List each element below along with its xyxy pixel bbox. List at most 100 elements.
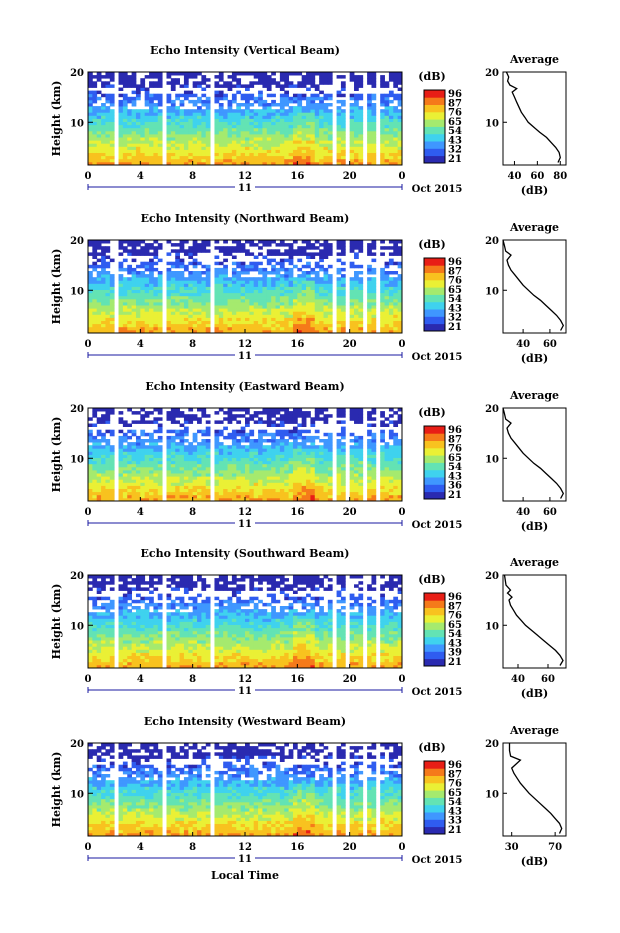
heat-cell [136,445,141,449]
heat-cell [341,305,346,309]
heat-cell [245,476,250,480]
heat-cell [337,94,342,98]
heat-cell [127,125,132,129]
heat-cell [119,470,124,474]
heat-cell [219,146,224,150]
heat-cell [358,417,363,421]
heat-cell [149,268,154,272]
heat-cell [175,94,180,98]
heat-cell [197,112,202,116]
y-axis-label: Height (km) [50,81,63,157]
heat-cell [328,451,333,455]
heat-cell [267,143,272,147]
heat-cell [271,420,276,424]
heat-cell [284,153,289,157]
heat-cell [284,433,289,437]
heat-cell [389,78,394,82]
heat-cell [105,467,110,471]
heat-cell [149,143,154,147]
heat-cell [389,159,394,163]
heat-cell [153,467,158,471]
heat-cell [367,128,372,132]
heat-cell [132,305,137,309]
heat-cell [92,287,97,291]
heat-cell [324,103,329,107]
heat-cell [306,489,311,493]
heat-cell [245,109,250,113]
heat-cell [188,324,193,328]
heat-cell [92,467,97,471]
heat-cell [201,495,206,499]
heat-cell [123,84,128,88]
heat-cell [276,308,281,312]
heat-cell [393,439,398,443]
heat-cell [350,112,355,116]
heat-cell [354,103,359,107]
heat-cell [175,442,180,446]
heat-cell [258,430,263,434]
heat-cell [171,159,176,163]
heat-cell [149,112,154,116]
heat-cell [245,125,250,129]
heat-cell [324,324,329,328]
heat-cell [193,128,198,132]
heat-cell [358,94,363,98]
heat-cell [310,451,315,455]
heat-cell [306,290,311,294]
heat-cell [341,75,346,79]
heat-cell [284,159,289,163]
heat-cell [101,122,106,126]
heat-cell [324,246,329,250]
heat-cell [284,78,289,82]
heat-cell [158,122,163,126]
heat-cell [127,455,132,459]
heat-cell [306,283,311,287]
heat-cell [136,293,141,297]
heat-cell [197,321,202,325]
heat-cell [149,252,154,256]
heat-cell [267,243,272,247]
heat-cell [167,318,172,322]
heat-cell [219,314,224,318]
heat-cell [101,318,106,322]
heat-cell [385,81,390,85]
heat-cell [228,408,233,412]
heat-cell [310,137,315,141]
heat-cell [271,296,276,300]
heat-cell [219,277,224,281]
heat-cell [241,137,246,141]
heat-cell [219,131,224,135]
heat-cell [132,143,137,147]
heat-cell [276,252,281,256]
heat-cell [184,299,189,303]
heat-cell [223,308,228,312]
heat-cell [175,324,180,328]
heat-cell [293,296,298,300]
heat-cell [153,464,158,468]
heat-cell [371,103,376,107]
heat-cell [276,296,281,300]
heat-cell [193,125,198,129]
heat-cell [219,455,224,459]
heat-cell [276,137,281,141]
heat-cell [206,311,211,315]
heat-cell [110,489,115,493]
heat-cell [389,252,394,256]
heat-cell [236,302,241,306]
heat-cell [188,283,193,287]
heat-cell [97,305,102,309]
heat-cell [393,311,398,315]
heat-cell [389,464,394,468]
heat-cell [341,492,346,496]
heat-cell [337,473,342,477]
heat-cell [92,479,97,483]
heat-cell [223,467,228,471]
heat-cell [258,109,263,113]
heat-cell [350,445,355,449]
heat-cell [101,265,106,269]
heat-cell [245,156,250,160]
heat-cell [153,476,158,480]
heat-cell [171,115,176,119]
heat-cell [153,115,158,119]
heat-cell [284,84,289,88]
